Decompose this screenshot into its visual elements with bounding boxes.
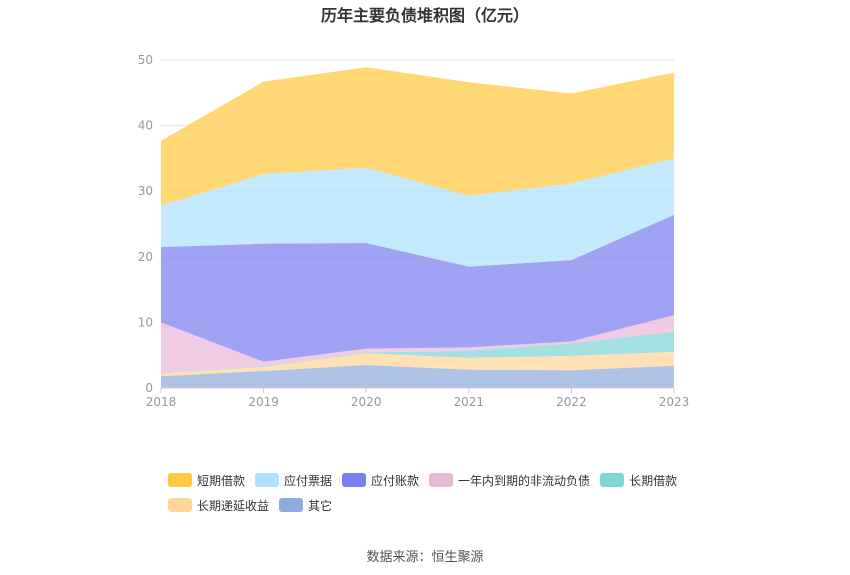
legend-swatch — [600, 473, 625, 487]
legend-item[interactable]: 长期递延收益 — [168, 498, 270, 513]
area-长期递延收益 — [161, 351, 674, 377]
stacked-area-chart: 0 10 20 30 40 50 2018 2019 2020 2021 2022 2023 — [138, 53, 690, 409]
legend-label: 长期借款 — [629, 473, 678, 488]
legend-item[interactable]: 其它 — [279, 498, 333, 513]
axes: 0 10 20 30 40 50 2018 2019 2020 2021 2022 2023 — [138, 53, 690, 409]
legend-label: 一年内到期的非流动负债 — [458, 473, 591, 488]
y-tick-label: 0 — [145, 381, 153, 395]
y-tick-label: 10 — [138, 315, 153, 329]
chart-title: 历年主要负债堆积图（亿元） — [320, 6, 529, 25]
legend-item[interactable]: 短期借款 — [168, 473, 246, 488]
x-tick-label: 2019 — [248, 395, 279, 409]
legend-swatch — [429, 473, 454, 487]
legend-item[interactable]: 一年内到期的非流动负债 — [429, 473, 591, 488]
legend: 短期借款 应付票据 应付账款 一年内到期的非流动负债 长期借款长期递延收益 其它 — [168, 472, 728, 522]
y-tick-label: 50 — [138, 53, 153, 67]
legend-item[interactable]: 应付票据 — [255, 473, 333, 488]
x-tick-label: 2023 — [659, 395, 690, 409]
area-应付票据 — [161, 158, 674, 267]
legend-label: 长期递延收益 — [197, 498, 270, 513]
area-应付账款 — [161, 214, 674, 362]
legend-swatch — [279, 498, 304, 512]
area-长期借款 — [161, 331, 674, 374]
legend-label: 短期借款 — [197, 473, 246, 488]
x-tick-label: 2021 — [454, 395, 485, 409]
legend-swatch — [168, 473, 192, 487]
y-tick-label: 40 — [138, 119, 153, 133]
legend-label: 其它 — [308, 498, 333, 513]
legend-swatch — [168, 498, 192, 512]
legend-label: 应付账款 — [371, 473, 420, 488]
legend-swatch — [255, 473, 280, 487]
x-tick-label: 2022 — [556, 395, 587, 409]
area-短期借款 — [161, 67, 674, 206]
y-tick-label: 20 — [138, 250, 153, 264]
area-其它 — [161, 365, 674, 388]
x-tick-label: 2018 — [146, 395, 177, 409]
area-一年内到期的非流动负债 — [161, 315, 674, 374]
legend-item[interactable]: 应付账款 — [342, 473, 420, 488]
legend-label: 应付票据 — [284, 473, 333, 488]
legend-item[interactable]: 长期借款 — [600, 473, 678, 488]
y-tick-label: 30 — [138, 184, 153, 198]
legend-swatch — [342, 473, 367, 487]
data-source: 数据来源：恒生聚源 — [366, 550, 484, 565]
x-tick-label: 2020 — [351, 395, 382, 409]
area-series — [161, 67, 674, 388]
